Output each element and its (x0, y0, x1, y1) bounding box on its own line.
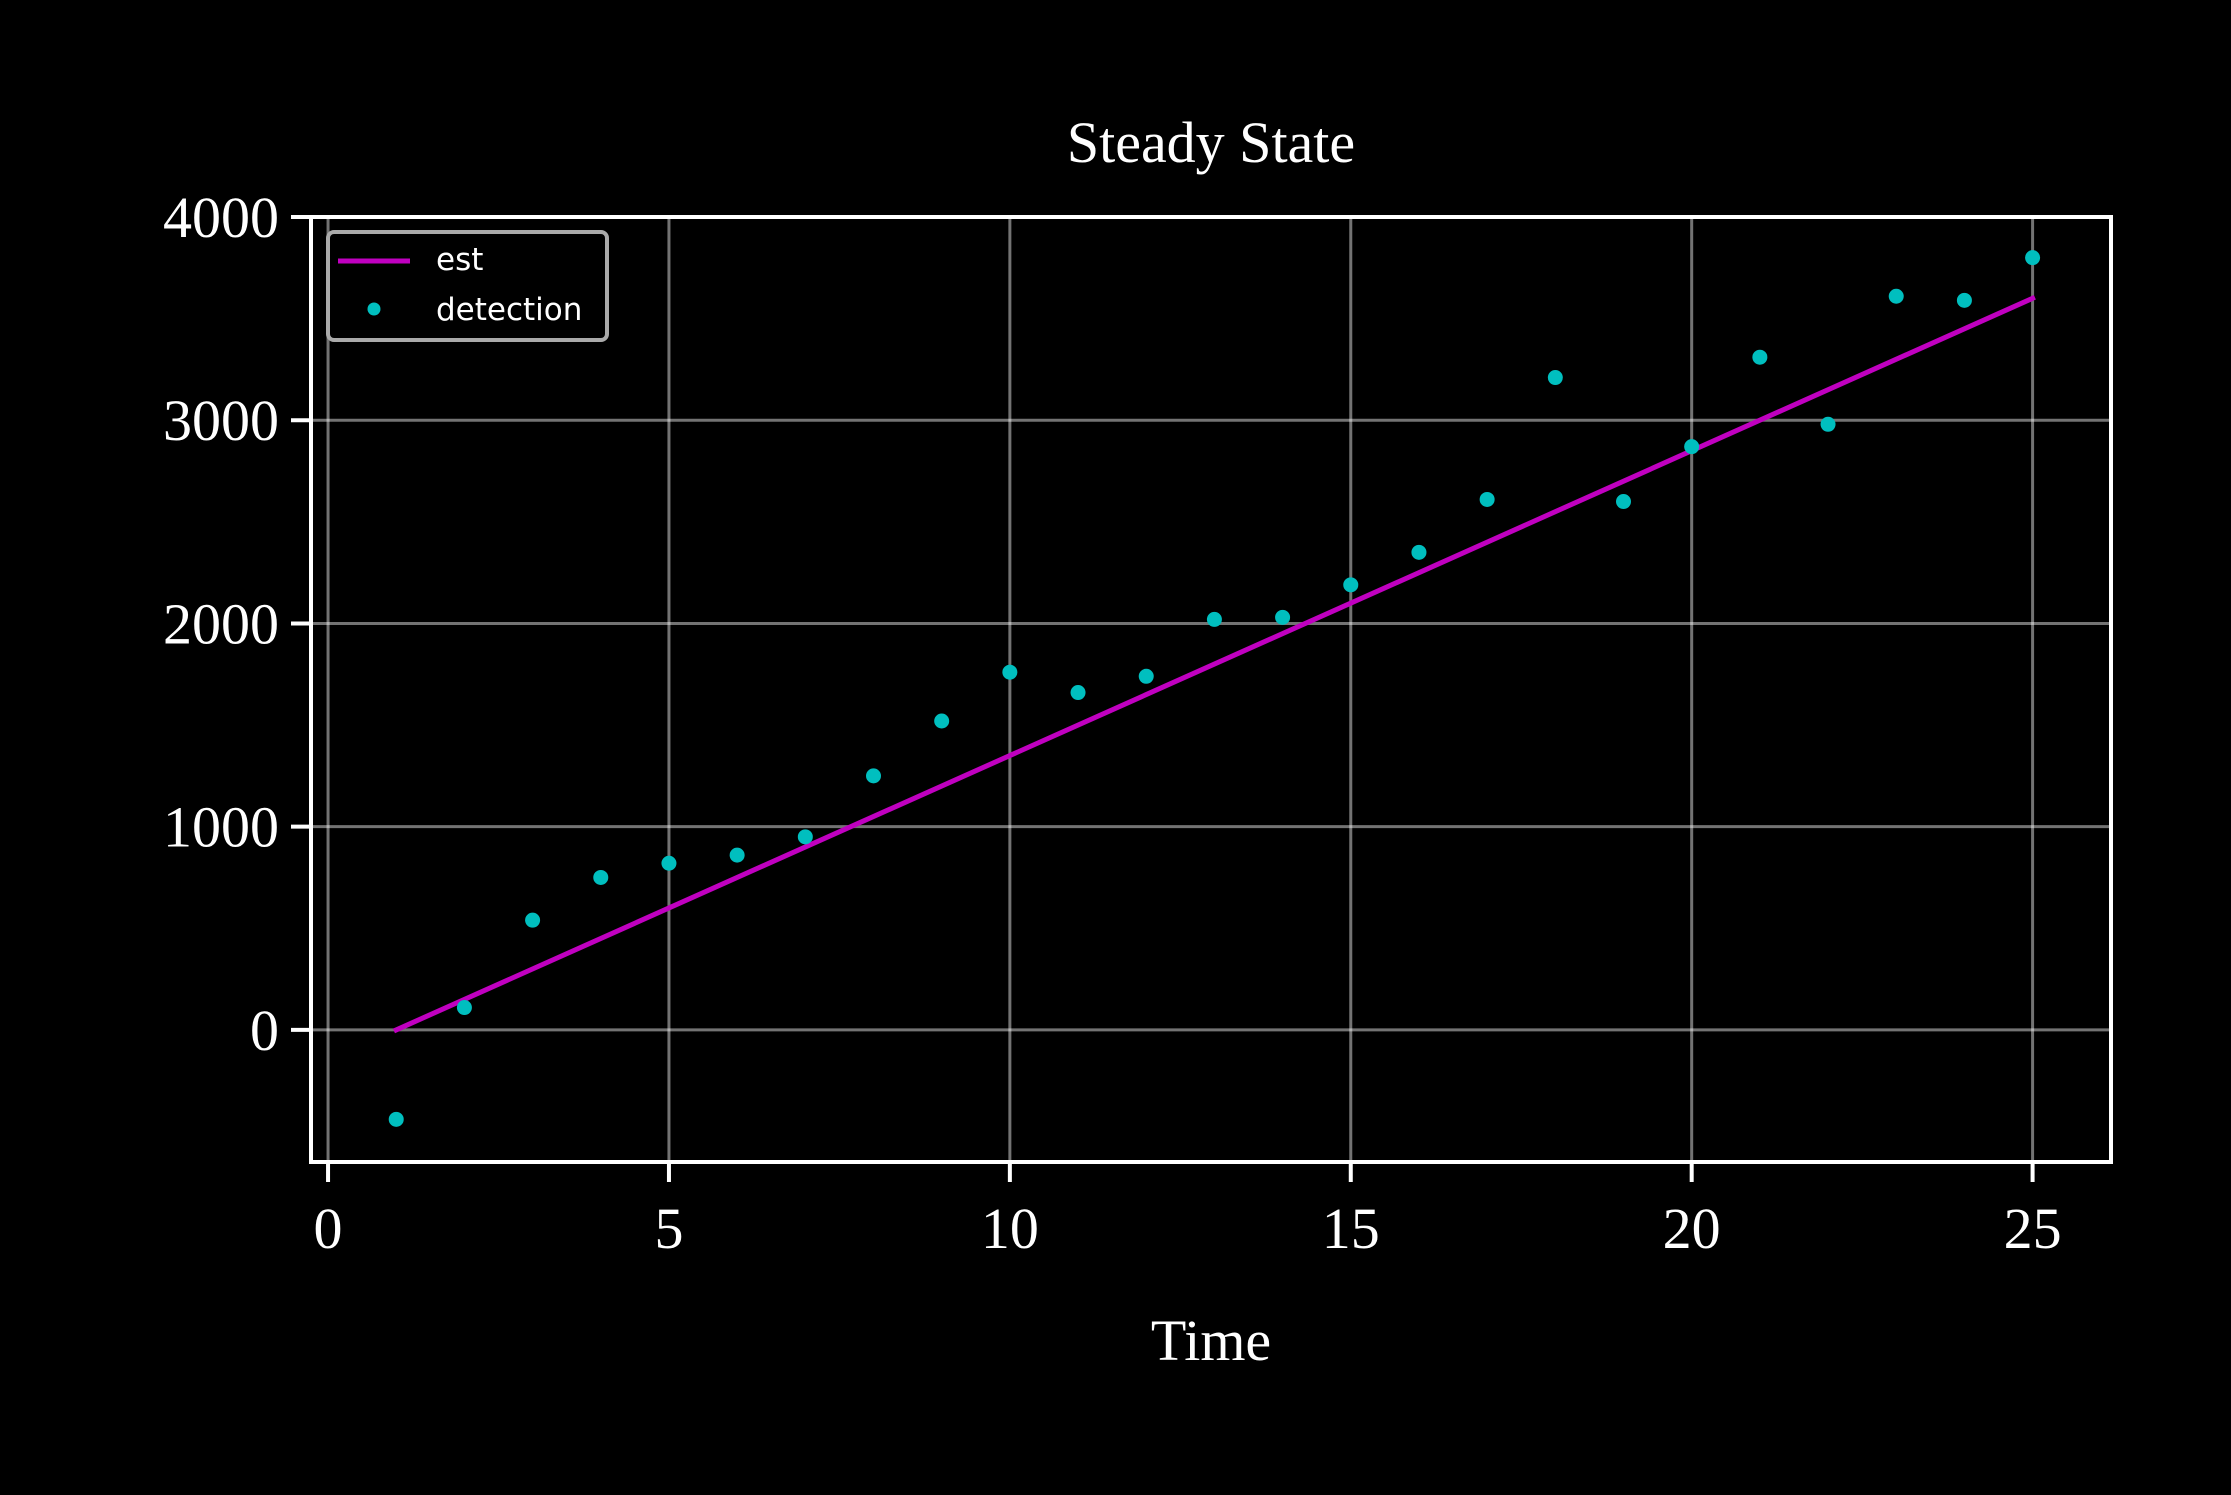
scatter-point-detection (866, 768, 881, 784)
scatter-point-detection (1343, 577, 1359, 593)
scatter-point-detection (1820, 416, 1836, 432)
scatter-point-detection (729, 847, 745, 863)
x-tick-label: 10 (981, 1196, 1039, 1261)
x-tick-label: 15 (1322, 1196, 1380, 1261)
y-tick-label: 2000 (163, 591, 279, 656)
scatter-point-detection (1888, 288, 1904, 304)
scatter-point-detection (1684, 439, 1700, 455)
legend-detection-label: detection (436, 292, 582, 328)
scatter-point-detection (388, 1111, 404, 1127)
legend: est detection (326, 230, 609, 342)
y-tick-label: 4000 (163, 185, 279, 250)
scatter-point-detection (525, 912, 541, 928)
scatter-point-detection (1752, 349, 1768, 365)
scatter-point-detection (1002, 664, 1018, 680)
scatter-point-detection (1479, 491, 1495, 507)
y-tick-label: 3000 (163, 388, 279, 453)
scatter-point-detection (934, 713, 950, 729)
legend-detection-swatch (367, 302, 381, 316)
axis-ticks: 0 5 10 15 20 25 0 1000 2000 3000 4000 (163, 185, 2062, 1261)
y-tick-label: 1000 (163, 795, 279, 860)
series-line-est (392, 294, 2036, 1034)
scatter-point-detection (2025, 250, 2041, 266)
x-tick-label: 20 (1663, 1196, 1721, 1261)
scatter-point-detection (1956, 292, 1972, 308)
scatter-point-detection (1138, 668, 1154, 684)
scatter-point-detection (1275, 609, 1291, 625)
legend-est-label: est (436, 242, 483, 278)
scatter-point-detection (1070, 685, 1086, 701)
scatter-point-detection (661, 855, 677, 871)
x-tick-label: 25 (2004, 1196, 2062, 1261)
x-axis-label: Time (1151, 1308, 1271, 1373)
plot-area (388, 250, 2041, 1127)
scatter-point-detection (593, 869, 609, 885)
scatter-point-detection (1411, 544, 1427, 560)
scatter-point-detection (456, 1000, 472, 1016)
x-tick-label: 0 (314, 1196, 343, 1261)
chart-title: Steady State (1067, 110, 1355, 175)
y-tick-label: 0 (250, 998, 279, 1063)
x-tick-label: 5 (654, 1196, 683, 1261)
scatter-point-detection (1616, 494, 1631, 510)
scatter-point-detection (1547, 370, 1563, 386)
scatter-point-detection (1206, 611, 1222, 627)
axes-frame (309, 215, 2113, 1164)
scatter-point-detection (797, 829, 813, 845)
